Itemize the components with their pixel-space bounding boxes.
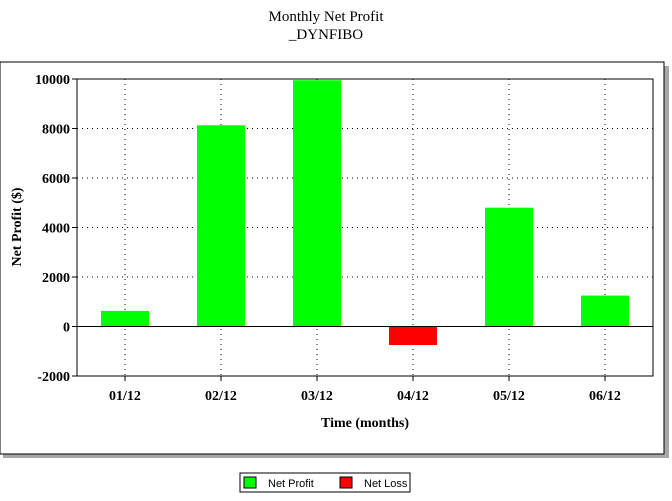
x-axis-ticks: 01/12 02/12 03/12 04/12 05/12 06/12	[109, 376, 621, 404]
chart-title: Monthly Net Profit	[269, 9, 385, 25]
y-tick-label: 2000	[42, 271, 70, 286]
y-axis-label: Net Profit ($)	[10, 187, 25, 266]
bar-net-profit	[581, 295, 629, 327]
y-tick-label: -2000	[37, 370, 70, 385]
x-tick-label: 05/12	[493, 389, 525, 404]
bar-net-profit	[485, 207, 533, 327]
y-tick-label: 6000	[42, 172, 70, 187]
x-tick-label: 03/12	[301, 389, 333, 404]
bar-net-profit	[293, 80, 341, 327]
y-tick-label: 10000	[35, 73, 70, 88]
y-axis-ticks: -2000 0 2000 4000 6000 8000 10000	[35, 73, 77, 385]
y-tick-label: 4000	[42, 222, 70, 237]
chart-subtitle: _DYNFIBO	[288, 27, 363, 43]
x-tick-label: 02/12	[205, 389, 237, 404]
legend-swatch-net-profit	[243, 476, 257, 489]
x-axis-label: Time (months)	[321, 416, 409, 431]
x-tick-label: 01/12	[109, 389, 141, 404]
bar-net-profit	[101, 310, 149, 327]
x-tick-label: 04/12	[397, 389, 429, 404]
grid-layer	[77, 79, 653, 376]
y-tick-label: 0	[63, 321, 70, 336]
y-tick-label: 8000	[42, 123, 70, 138]
bar-net-loss	[389, 326, 437, 346]
legend-label-net-loss: Net Loss	[364, 478, 408, 490]
bar-net-profit	[197, 125, 245, 327]
legend-swatch-net-loss	[339, 476, 353, 489]
legend: Net Profit Net Loss	[239, 472, 411, 493]
legend-box	[239, 472, 411, 493]
bars-layer	[101, 80, 629, 346]
legend-label-net-profit: Net Profit	[268, 478, 314, 490]
x-tick-label: 06/12	[589, 389, 621, 404]
plot-area	[76, 78, 654, 377]
